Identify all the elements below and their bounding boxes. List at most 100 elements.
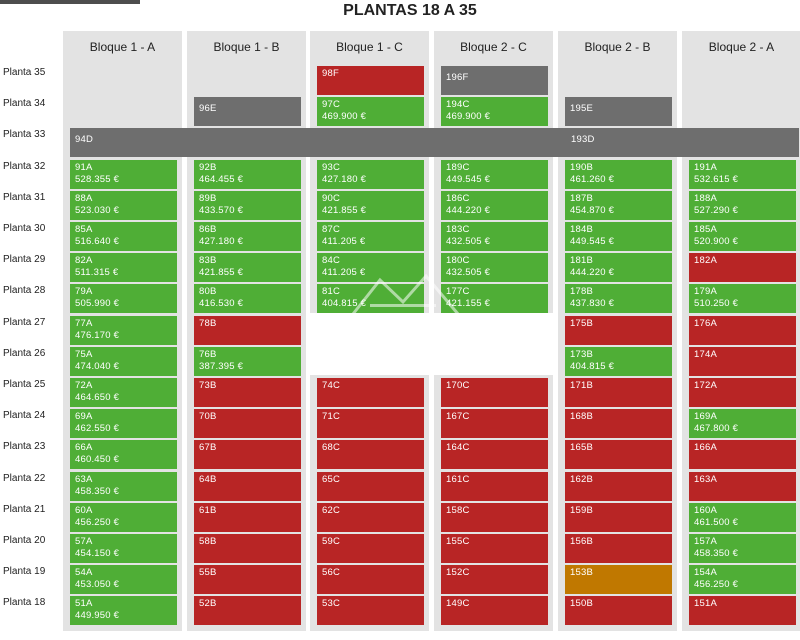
unit-cell[interactable]: 68C xyxy=(317,440,424,470)
unit-cell[interactable]: 177C 421.155 € xyxy=(441,284,548,314)
unit-cell[interactable]: 152C xyxy=(441,565,548,595)
unit-cell[interactable]: 162B xyxy=(565,471,672,501)
unit-cell[interactable]: 73B xyxy=(194,378,301,407)
unit-cell[interactable]: 96E xyxy=(194,97,301,127)
unit-price: 520.900 € xyxy=(694,236,739,247)
unit-cell[interactable]: 56C xyxy=(317,565,424,595)
unit-cell[interactable]: 91A 528.355 € xyxy=(70,159,177,189)
unit-cell[interactable]: 61B xyxy=(194,502,301,532)
unit-cell[interactable]: 190B 461.260 € xyxy=(565,159,672,189)
unit-cell[interactable]: 193D xyxy=(566,128,799,158)
unit-id: 57A xyxy=(75,536,93,547)
unit-cell[interactable]: 185A 520.900 € xyxy=(689,222,796,251)
unit-cell[interactable]: 66A 460.450 € xyxy=(70,440,177,470)
unit-cell[interactable]: 160A 461.500 € xyxy=(689,502,796,532)
unit-cell[interactable]: 81C 404.815 € xyxy=(317,284,424,314)
unit-cell[interactable]: 71C xyxy=(317,409,424,439)
unit-cell[interactable]: 97C 469.900 € xyxy=(317,97,424,127)
unit-cell[interactable]: 70B xyxy=(194,409,301,439)
unit-cell[interactable]: 88A 523.030 € xyxy=(70,190,177,220)
unit-cell[interactable]: 151A xyxy=(689,596,796,626)
unit-cell[interactable]: 194C 469.900 € xyxy=(441,97,548,127)
unit-cell[interactable]: 58B xyxy=(194,534,301,563)
unit-cell[interactable]: 164C xyxy=(441,440,548,470)
unit-cell[interactable]: 178B 437.830 € xyxy=(565,284,672,314)
unit-cell[interactable]: 82A 511.315 € xyxy=(70,253,177,283)
unit-cell[interactable]: 153B xyxy=(565,565,672,595)
unit-price: 456.250 € xyxy=(75,516,120,528)
unit-cell[interactable]: 85A 516.640 € xyxy=(70,222,177,251)
unit-cell[interactable]: 79A 505.990 € xyxy=(70,284,177,314)
unit-cell[interactable]: 93C 427.180 € xyxy=(317,159,424,189)
unit-cell[interactable]: 189C 449.545 € xyxy=(441,159,548,189)
unit-cell[interactable]: 98F xyxy=(317,66,424,95)
unit-cell[interactable]: 54A 453.050 € xyxy=(70,565,177,595)
unit-price: 454.150 € xyxy=(75,548,120,559)
unit-cell[interactable]: 67B xyxy=(194,440,301,470)
unit-cell[interactable]: 183C 432.505 € xyxy=(441,222,548,251)
unit-cell[interactable]: 157A 458.350 € xyxy=(689,534,796,563)
unit-cell[interactable]: 51A 449.950 € xyxy=(70,596,177,626)
unit-cell[interactable]: 150B xyxy=(565,596,672,626)
unit-cell[interactable]: 77A 476.170 € xyxy=(70,315,177,345)
unit-cell[interactable]: 80B 416.530 € xyxy=(194,284,301,314)
unit-cell[interactable]: 63A 458.350 € xyxy=(70,471,177,501)
unit-cell[interactable]: 159B xyxy=(565,502,672,532)
unit-id: 165B xyxy=(570,442,593,454)
unit-cell[interactable]: 87C 411.205 € xyxy=(317,222,424,251)
unit-cell[interactable]: 167C xyxy=(441,409,548,439)
unit-cell[interactable]: 65C xyxy=(317,471,424,501)
unit-cell[interactable]: 188A 527.290 € xyxy=(689,190,796,220)
unit-cell[interactable]: 155C xyxy=(441,534,548,563)
unit-cell[interactable]: 69A 462.550 € xyxy=(70,409,177,439)
unit-cell[interactable]: 72A 464.650 € xyxy=(70,378,177,407)
unit-cell[interactable]: 170C xyxy=(441,378,548,407)
unit-cell[interactable]: 55B xyxy=(194,565,301,595)
unit-cell[interactable]: 78B xyxy=(194,315,301,345)
unit-cell[interactable]: 165B xyxy=(565,440,672,470)
unit-cell[interactable]: 90C 421.855 € xyxy=(317,190,424,220)
unit-cell[interactable]: 74C xyxy=(317,378,424,407)
unit-cell[interactable]: 166A xyxy=(689,440,796,470)
unit-id: 167C xyxy=(446,411,470,423)
unit-cell[interactable]: 173B 404.815 € xyxy=(565,346,672,376)
unit-cell[interactable]: 195E xyxy=(565,97,672,127)
unit-cell[interactable]: 75A 474.040 € xyxy=(70,346,177,376)
unit-cell[interactable]: 59C xyxy=(317,534,424,563)
unit-cell[interactable]: 89B 433.570 € xyxy=(194,190,301,220)
unit-cell[interactable]: 84C 411.205 € xyxy=(317,253,424,283)
unit-cell[interactable]: 169A 467.800 € xyxy=(689,409,796,439)
unit-cell[interactable]: 60A 456.250 € xyxy=(70,502,177,532)
unit-cell[interactable]: 76B 387.395 € xyxy=(194,346,301,376)
unit-cell[interactable]: 196F xyxy=(441,66,548,95)
unit-cell[interactable]: 83B 421.855 € xyxy=(194,253,301,283)
unit-cell[interactable]: 149C xyxy=(441,596,548,626)
unit-cell[interactable]: 86B 427.180 € xyxy=(194,222,301,251)
unit-cell[interactable]: 180C 432.505 € xyxy=(441,253,548,283)
unit-cell[interactable]: 171B xyxy=(565,378,672,407)
unit-price: 469.900 € xyxy=(446,111,491,123)
unit-cell[interactable]: 186C 444.220 € xyxy=(441,190,548,220)
unit-cell[interactable]: 154A 456.250 € xyxy=(689,565,796,595)
unit-cell[interactable]: 52B xyxy=(194,596,301,626)
unit-cell[interactable]: 191A 532.615 € xyxy=(689,159,796,189)
unit-cell[interactable]: 184B 449.545 € xyxy=(565,222,672,251)
unit-cell[interactable]: 62C xyxy=(317,502,424,532)
unit-cell[interactable]: 57A 454.150 € xyxy=(70,534,177,563)
unit-cell[interactable]: 156B xyxy=(565,534,672,563)
unit-cell[interactable]: 174A xyxy=(689,346,796,376)
unit-cell[interactable]: 187B 454.870 € xyxy=(565,190,672,220)
unit-cell[interactable]: 175B xyxy=(565,315,672,345)
unit-cell[interactable]: 53C xyxy=(317,596,424,626)
unit-cell[interactable]: 182A xyxy=(689,253,796,283)
unit-cell[interactable]: 64B xyxy=(194,471,301,501)
unit-cell[interactable]: 161C xyxy=(441,471,548,501)
unit-cell[interactable]: 172A xyxy=(689,378,796,407)
unit-cell[interactable]: 181B 444.220 € xyxy=(565,253,672,283)
unit-cell[interactable]: 163A xyxy=(689,471,796,501)
unit-cell[interactable]: 168B xyxy=(565,409,672,439)
unit-cell[interactable]: 176A xyxy=(689,315,796,345)
unit-cell[interactable]: 158C xyxy=(441,502,548,532)
unit-cell[interactable]: 92B 464.455 € xyxy=(194,159,301,189)
unit-cell[interactable]: 179A 510.250 € xyxy=(689,284,796,314)
